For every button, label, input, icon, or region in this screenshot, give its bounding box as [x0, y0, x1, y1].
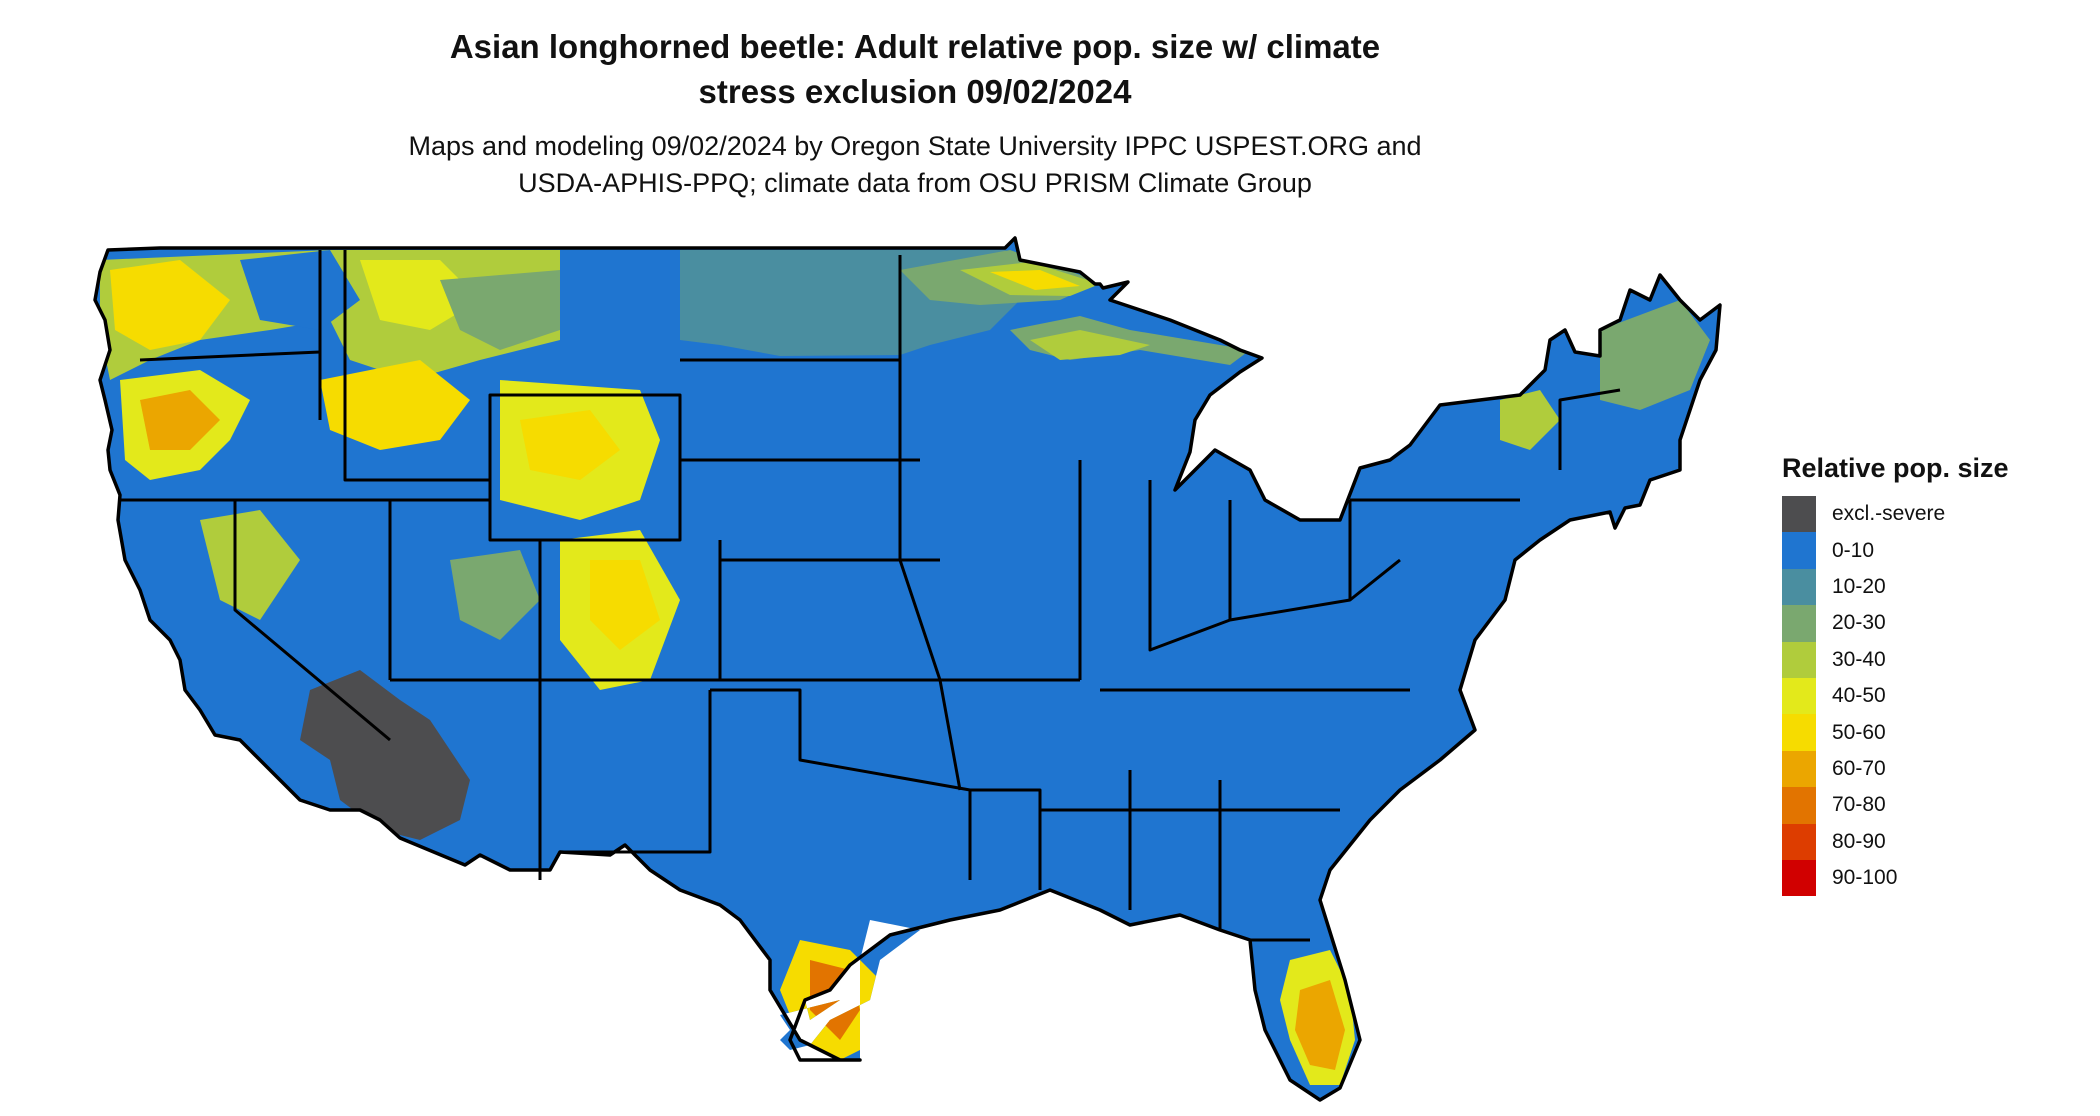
legend-swatch	[1782, 568, 1816, 606]
legend-item: 10-20	[1782, 568, 2009, 606]
border-wyoming	[488, 393, 682, 542]
legend-label: 0-10	[1832, 538, 1875, 562]
border-in-oh	[1228, 500, 1351, 622]
subtitle-line-1: Maps and modeling 09/02/2024 by Oregon S…	[408, 131, 1422, 161]
wyoming-hot	[520, 410, 620, 480]
legend-label: 30-40	[1832, 647, 1886, 671]
legend-swatch	[1782, 859, 1816, 897]
florida-hot	[1295, 980, 1345, 1070]
legend-item: 20-30	[1782, 605, 2009, 642]
eastern-washington	[240, 250, 360, 330]
title-line-2: stress exclusion 09/02/2024	[698, 73, 1132, 110]
legend-label: 40-50	[1832, 684, 1886, 708]
state-borders	[93, 236, 1722, 1102]
legend-swatch	[1782, 605, 1816, 642]
legend-item: 30-40	[1782, 641, 2009, 678]
upper-michigan-yellow	[1030, 330, 1150, 360]
border-mn-ia-mo	[898, 255, 962, 791]
legend-label: 60-70	[1832, 756, 1886, 780]
legend-swatch	[1782, 641, 1816, 678]
border-nm-tx	[560, 690, 712, 854]
title-line-1: Asian longhorned beetle: Adult relative …	[449, 28, 1381, 65]
national-outline	[93, 236, 1722, 1102]
utah-mountains	[450, 550, 540, 640]
legend-items: excl.-severe 0-10 10-20 20-30 30-40 40-50 50-6…	[1782, 496, 2009, 897]
border-ca-nv	[233, 500, 391, 742]
legend-swatch	[1782, 532, 1816, 569]
legend-item: 0-10	[1782, 532, 2009, 569]
legend-label: 50-60	[1832, 720, 1886, 744]
legend-label: 20-30	[1832, 611, 1886, 635]
border-ne-states	[1558, 388, 1621, 470]
new-york-zone	[1500, 390, 1560, 450]
washington-coast-hot	[110, 260, 230, 350]
legend-item: excl.-severe	[1782, 496, 2009, 533]
legend-label: 10-20	[1832, 574, 1886, 598]
legend-swatch	[1782, 714, 1816, 751]
legend-label: 70-80	[1832, 793, 1886, 817]
legend-swatch	[1782, 823, 1816, 860]
legend-item: 80-90	[1782, 823, 2009, 860]
border-id-mt	[343, 250, 490, 482]
map-subtitle: Maps and modeling 09/02/2024 by Oregon S…	[330, 128, 1500, 202]
legend-swatch	[1782, 496, 1816, 533]
map-title: Asian longhorned beetle: Adult relative …	[330, 24, 1500, 114]
border-ar	[970, 788, 1042, 850]
montana-west	[440, 270, 560, 350]
idaho-central	[320, 360, 470, 450]
legend-swatch	[1782, 787, 1816, 824]
legend-item: 40-50	[1782, 677, 2009, 715]
subtitle-line-2: USDA-APHIS-PPQ; climate data from OSU PR…	[518, 168, 1312, 198]
legend-swatch	[1782, 750, 1816, 788]
border-ok-tx	[710, 688, 972, 880]
lake-superior-hot	[990, 270, 1080, 290]
sierra-zone	[200, 510, 300, 620]
desert-exclusion-zone	[300, 670, 470, 840]
legend-label: 90-100	[1832, 866, 1898, 890]
legend-label: 80-90	[1832, 829, 1886, 853]
legend-item: 60-70	[1782, 750, 2009, 788]
northeast-zone	[1600, 300, 1710, 410]
legend-item: 70-80	[1782, 787, 2009, 824]
legend-item: 50-60	[1782, 714, 2009, 751]
idaho-panhandle	[360, 260, 480, 330]
border-wa-or	[139, 350, 321, 362]
legend-title: Relative pop. size	[1782, 453, 2009, 483]
legend: Relative pop. size excl.-severe 0-10 10-20…	[1782, 453, 2009, 897]
legend-label: excl.-severe	[1832, 502, 1946, 526]
border-oh-pa	[1348, 500, 1401, 602]
legend-item: 90-100	[1782, 859, 2009, 897]
colorado-hot	[590, 560, 660, 650]
border-il-in	[1148, 480, 1231, 652]
legend-swatch	[1782, 677, 1816, 715]
oregon-hot	[140, 390, 220, 450]
